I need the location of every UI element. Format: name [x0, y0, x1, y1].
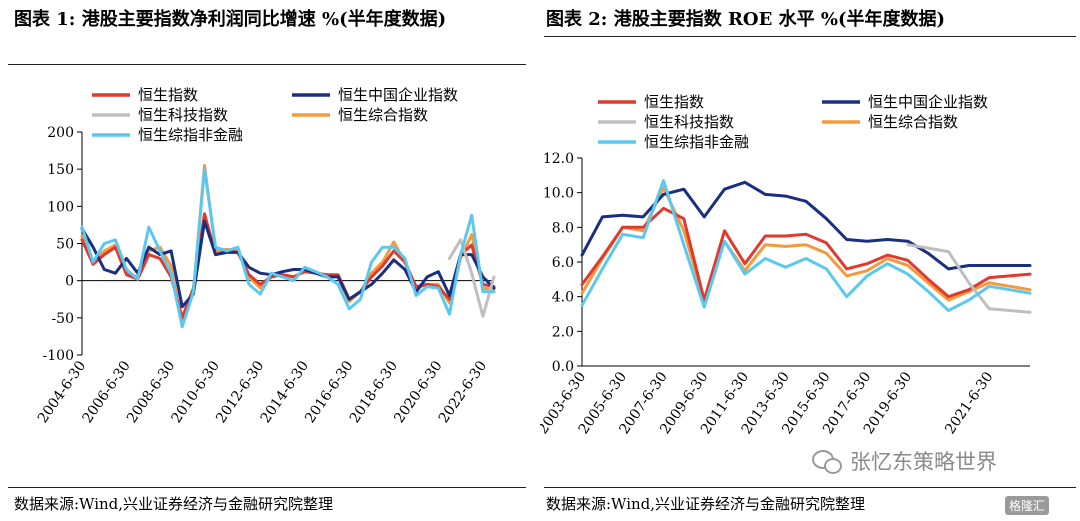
right-legend-label: 恒生科技指数 — [644, 113, 734, 131]
wechat-icon — [812, 449, 842, 474]
left-y-tick-label: -100 — [43, 348, 74, 364]
right-y-tick-label: 2.0 — [552, 324, 574, 340]
right-y-tick-label: 8.0 — [552, 220, 574, 236]
right-y-tick-label: 4.0 — [552, 290, 574, 306]
right-chart: 0.02.04.06.08.010.012.02003-6-302005-6-3… — [540, 93, 1032, 437]
right-y-tick-label: 12.0 — [543, 151, 574, 167]
left-series-line-3 — [448, 238, 496, 318]
left-series-line-2 — [80, 219, 496, 309]
left-series-line-5 — [80, 167, 496, 329]
left-y-tick-label: 100 — [47, 199, 74, 215]
right-series-line-2 — [580, 180, 1032, 271]
left-source-note: 数据来源:Wind,兴业证券经济与金融研究院整理 — [14, 495, 334, 513]
left-legend-label: 恒生科技指数 — [138, 106, 228, 124]
corner-logo: 格隆汇 — [1005, 496, 1050, 515]
left-y-tick-label: 0 — [65, 274, 74, 290]
right-legend-label: 恒生指数 — [644, 93, 704, 111]
left-legend-label: 恒生指数 — [138, 86, 198, 104]
watermark-text: 张忆东策略世界 — [850, 450, 997, 474]
watermark: 张忆东策略世界 — [812, 446, 997, 476]
left-y-tick-label: -50 — [51, 311, 74, 327]
left-chart: -100-500501001502002004-6-302006-6-30200… — [35, 86, 496, 426]
right-source-note: 数据来源:Wind,兴业证券经济与金融研究院整理 — [546, 495, 866, 513]
right-x-tick-label: 2021-6-30 — [942, 369, 996, 437]
right-panel: 图表 2: 港股主要指数 ROE 水平 %(半年度数据) 0.0 2.0 4.0 6.… — [540, 0, 1080, 521]
right-legend-label: 恒生综合指数 — [868, 113, 958, 131]
right-legend-label: 恒生中国企业指数 — [868, 93, 988, 111]
left-y-tick-label: 200 — [47, 125, 74, 141]
right-bottom-rule — [544, 487, 1076, 488]
right-series-line-4 — [580, 186, 1032, 302]
right-series-line-3 — [906, 243, 1032, 314]
left-legend-label: 恒生综合指数 — [338, 106, 428, 124]
right-series-line-1 — [580, 206, 1032, 302]
left-top-rule — [8, 64, 526, 65]
right-y-tick-label: 6.0 — [552, 255, 574, 271]
right-y-tick-label: 10.0 — [543, 186, 574, 202]
right-figure-title: 图表 2: 港股主要指数 ROE 水平 %(半年度数据) — [546, 9, 945, 30]
left-legend-label: 恒生综指非金融 — [138, 126, 243, 144]
right-y-tick-label: 0.0 — [552, 359, 574, 375]
right-series-line-5 — [580, 179, 1032, 312]
left-figure-title: 图表 1: 港股主要指数净利润同比增速 %(半年度数据) — [14, 9, 447, 30]
left-panel: 图表 1: 港股主要指数净利润同比增速 %(半年度数据) -100 -50 0 50 1… — [0, 0, 528, 521]
right-top-rule — [544, 36, 1076, 37]
left-legend-label: 恒生中国企业指数 — [338, 86, 458, 104]
left-y-tick-label: 50 — [56, 237, 74, 253]
right-legend-label: 恒生综指非金融 — [644, 133, 749, 151]
left-series-line-1 — [80, 212, 496, 320]
left-bottom-rule — [8, 487, 526, 488]
left-y-tick-label: 150 — [47, 162, 74, 178]
